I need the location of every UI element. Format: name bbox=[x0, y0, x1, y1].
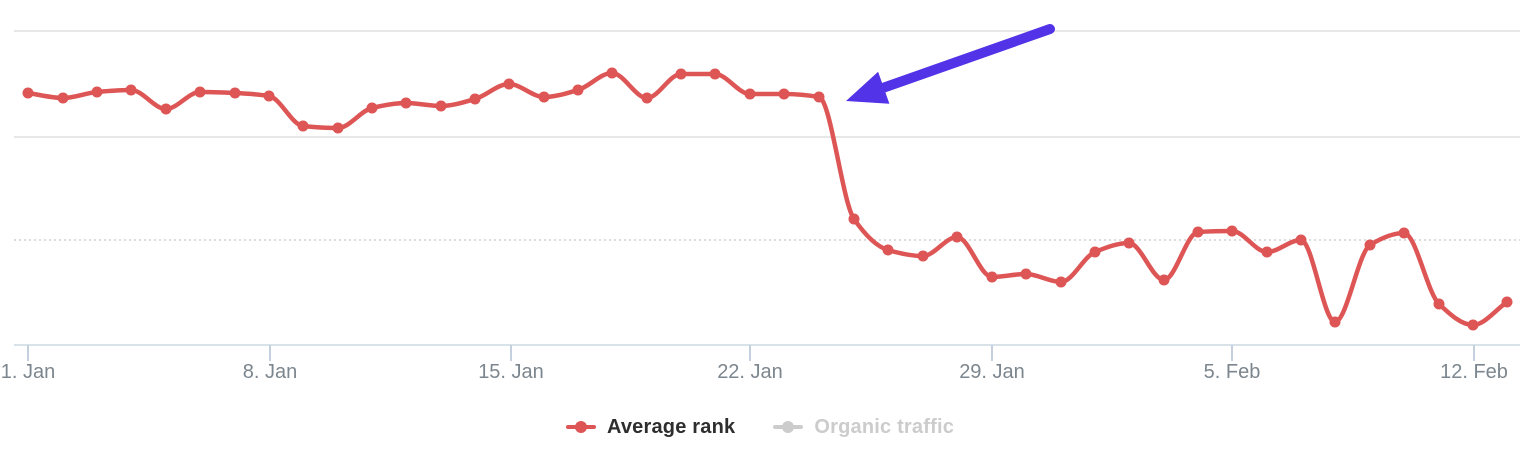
data-point[interactable] bbox=[778, 88, 790, 100]
data-point[interactable] bbox=[229, 87, 241, 99]
data-point[interactable] bbox=[125, 84, 137, 96]
average-rank-line bbox=[25, 70, 1510, 328]
legend-item-organic-traffic[interactable]: Organic traffic bbox=[773, 416, 954, 439]
data-point[interactable] bbox=[675, 68, 687, 80]
data-point[interactable] bbox=[263, 90, 275, 102]
data-point[interactable] bbox=[813, 91, 825, 103]
data-point[interactable] bbox=[1501, 296, 1513, 308]
legend-label-average-rank: Average rank bbox=[606, 415, 736, 438]
data-point[interactable] bbox=[1329, 316, 1341, 328]
data-point[interactable] bbox=[1020, 268, 1032, 280]
data-point[interactable] bbox=[1123, 237, 1135, 249]
data-point[interactable] bbox=[572, 84, 584, 96]
x-axis-tick-label: 5. Feb bbox=[1204, 361, 1261, 383]
x-axis-tick-label: 29. Jan bbox=[959, 361, 1025, 383]
data-point[interactable] bbox=[882, 244, 894, 256]
x-axis-tick-label: 22. Jan bbox=[717, 361, 783, 383]
data-point[interactable] bbox=[606, 67, 618, 79]
x-axis-tick-label: 15. Jan bbox=[478, 361, 544, 383]
data-point[interactable] bbox=[709, 68, 721, 80]
data-point[interactable] bbox=[1295, 234, 1307, 246]
chart-legend: Average rank Organic traffic bbox=[0, 409, 1520, 445]
data-point[interactable] bbox=[469, 93, 481, 105]
data-point[interactable] bbox=[194, 86, 206, 98]
data-point[interactable] bbox=[986, 271, 998, 283]
annotation-arrow-head bbox=[846, 71, 890, 104]
data-point[interactable] bbox=[1158, 274, 1170, 286]
data-point[interactable] bbox=[400, 97, 412, 109]
x-axis-tick-label: 1. Jan bbox=[1, 361, 55, 383]
data-point[interactable] bbox=[951, 231, 963, 243]
data-point[interactable] bbox=[538, 91, 550, 103]
data-point[interactable] bbox=[91, 86, 103, 98]
legend-label-organic-traffic: Organic traffic bbox=[814, 415, 955, 438]
annotation-arrow-shaft bbox=[874, 24, 1055, 95]
x-axis-tick-label: 12. Feb bbox=[1440, 361, 1508, 383]
data-point[interactable] bbox=[744, 88, 756, 100]
data-point[interactable] bbox=[22, 87, 34, 99]
data-point[interactable] bbox=[1364, 239, 1376, 251]
data-point[interactable] bbox=[1192, 226, 1204, 238]
data-point[interactable] bbox=[57, 92, 69, 104]
organic-traffic-marker-icon bbox=[773, 421, 804, 433]
data-point[interactable] bbox=[848, 213, 860, 225]
data-point[interactable] bbox=[1433, 298, 1445, 310]
legend-item-average-rank[interactable]: Average rank bbox=[565, 415, 736, 439]
data-point[interactable] bbox=[1055, 276, 1067, 288]
data-point[interactable] bbox=[366, 102, 378, 114]
data-point[interactable] bbox=[503, 78, 515, 90]
data-point[interactable] bbox=[1226, 225, 1238, 237]
data-point[interactable] bbox=[435, 100, 447, 112]
data-point[interactable] bbox=[917, 250, 929, 262]
data-point[interactable] bbox=[1467, 319, 1479, 331]
data-point[interactable] bbox=[1261, 246, 1273, 258]
data-point[interactable] bbox=[1089, 246, 1101, 258]
data-point[interactable] bbox=[1398, 227, 1410, 239]
data-point[interactable] bbox=[641, 92, 653, 104]
data-point[interactable] bbox=[297, 120, 309, 132]
data-point[interactable] bbox=[160, 103, 172, 115]
average-rank-marker-icon bbox=[565, 421, 596, 433]
data-point[interactable] bbox=[332, 122, 344, 134]
x-axis-tick-label: 8. Jan bbox=[243, 361, 297, 383]
